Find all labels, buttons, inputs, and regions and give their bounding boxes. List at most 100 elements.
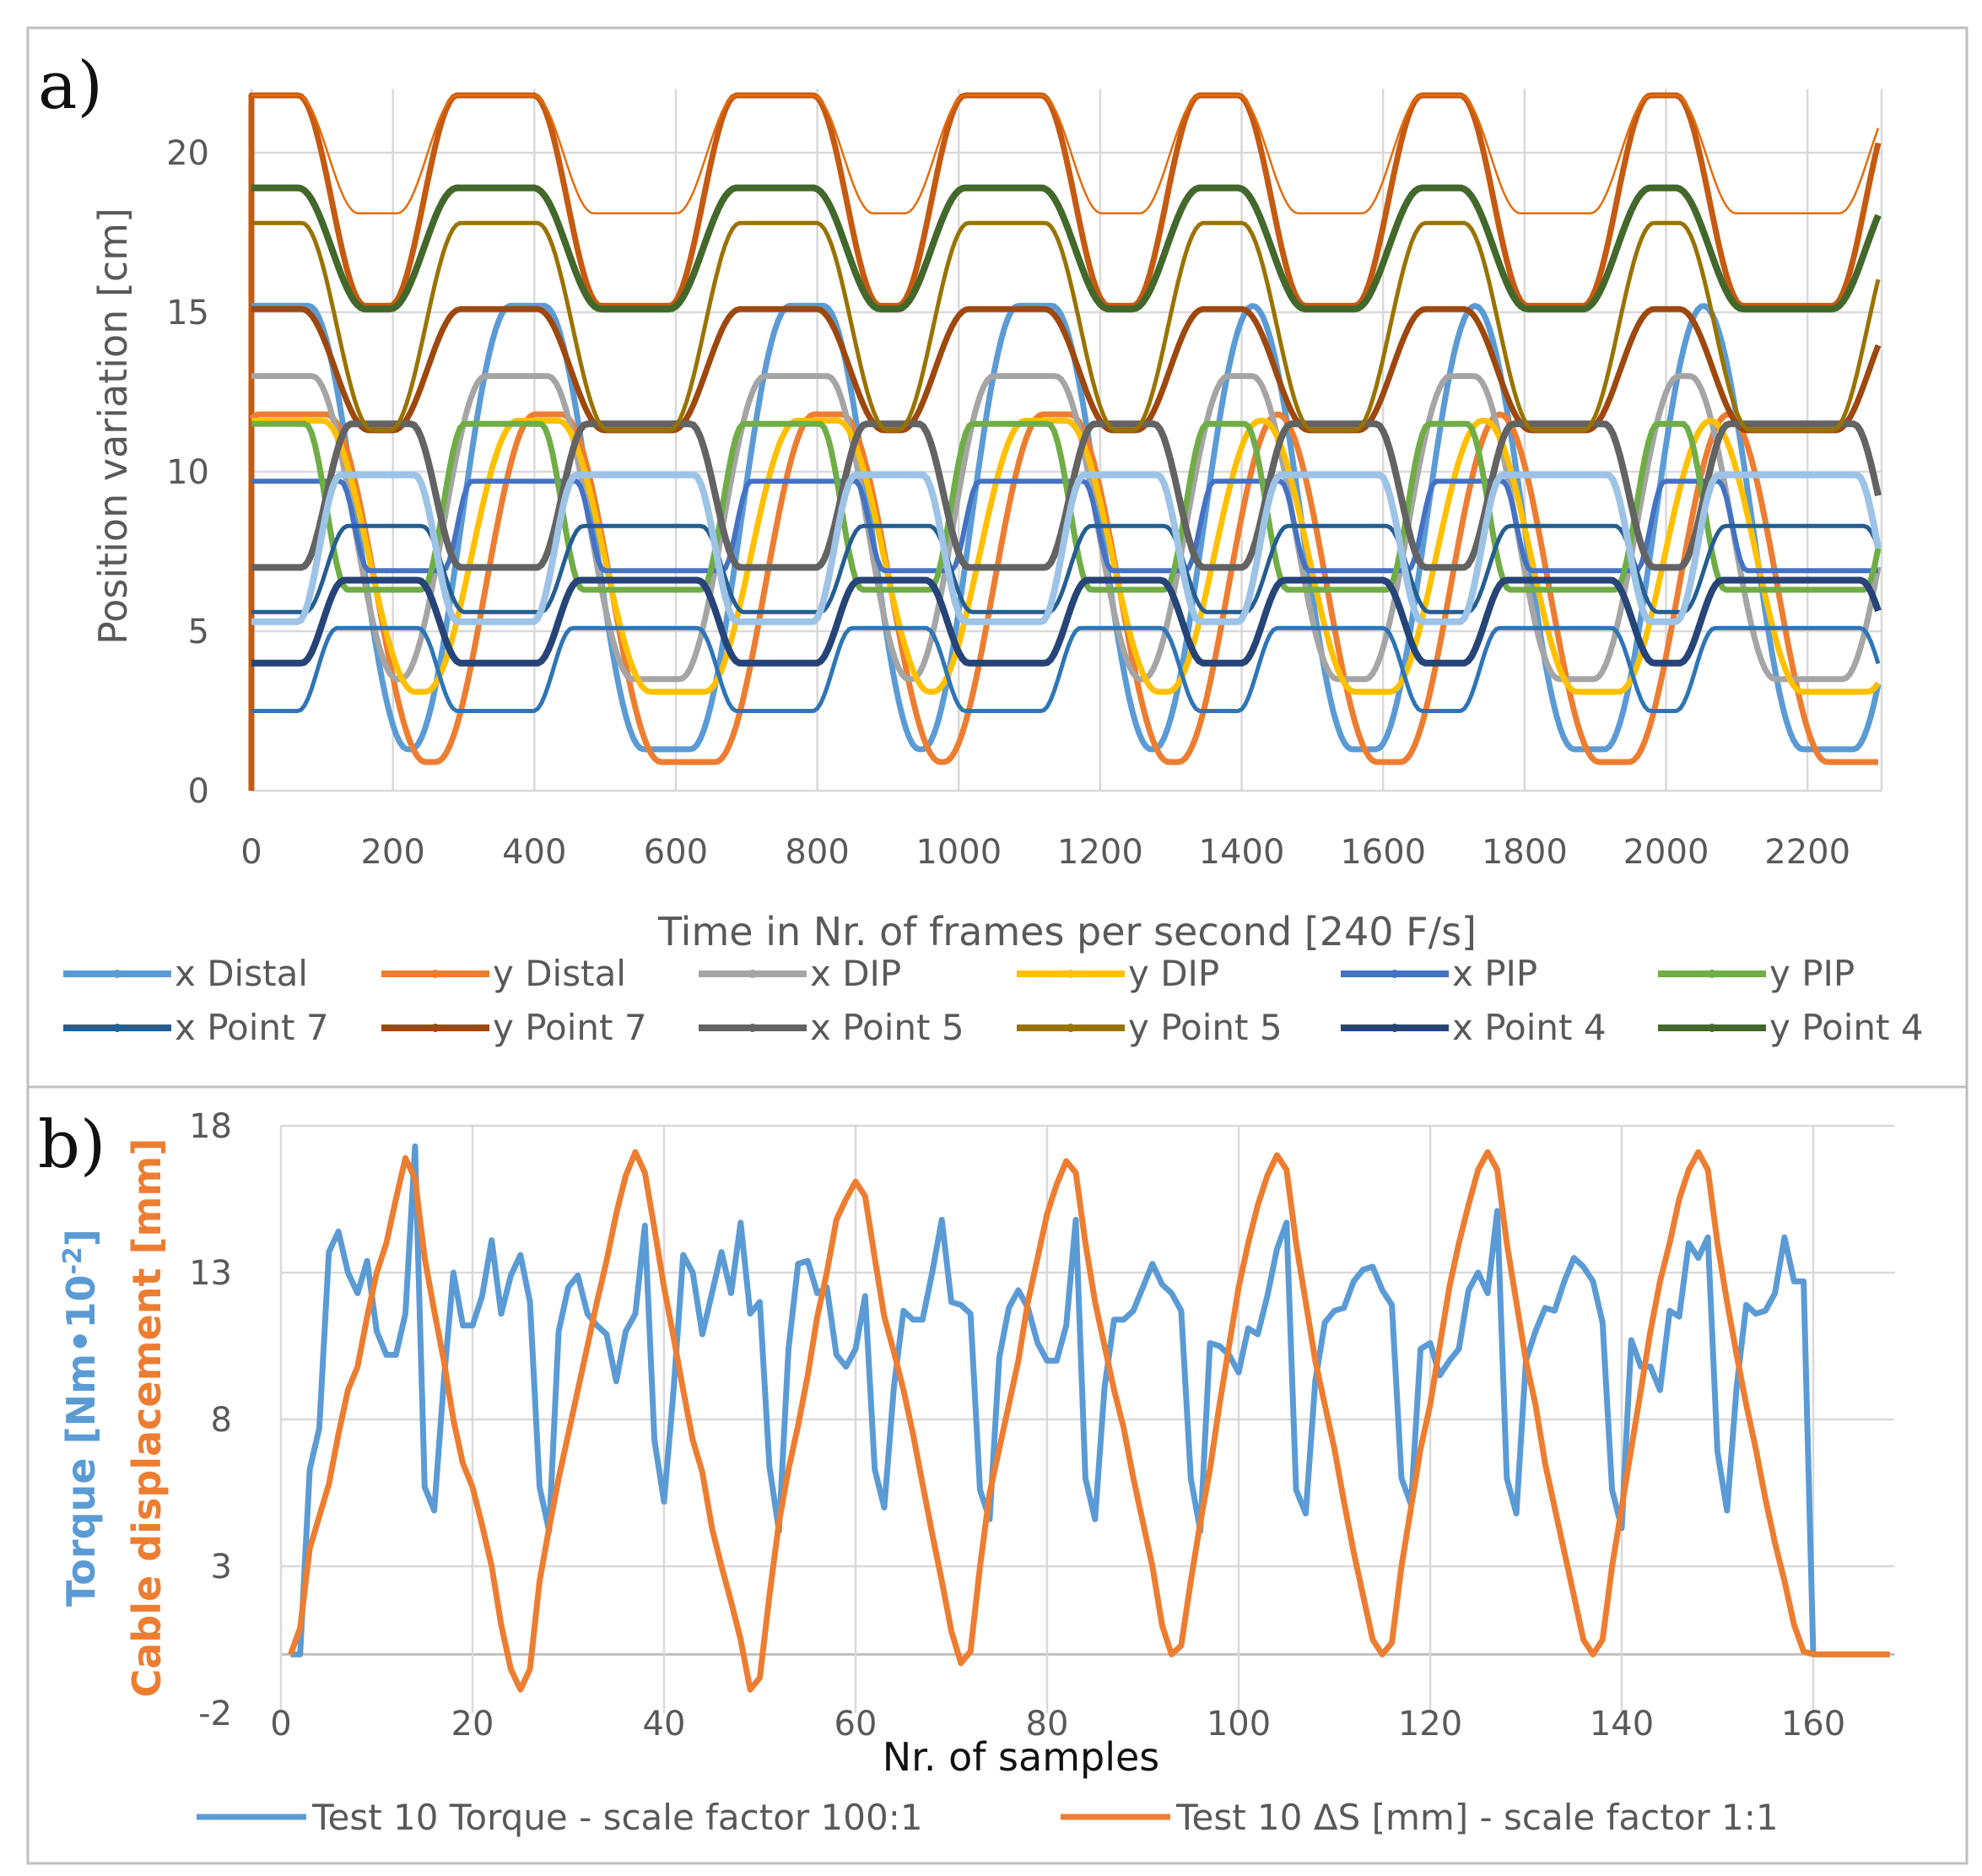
- x-tick-label: 800: [785, 833, 849, 872]
- series-line-unlabeled-15: [251, 625, 1881, 713]
- panel-b-x-ticks: 0 20 40 60 80 100 120 140 160: [270, 1705, 1845, 1744]
- y-tick-label: 20: [166, 134, 209, 173]
- series-line-cable-displacement: [288, 1149, 1890, 1693]
- legend-marker: [748, 970, 757, 978]
- panel-b-y-axis-title-torque: Torque [Nm•10-2]: [58, 1229, 104, 1607]
- legend-marker: [113, 1024, 122, 1032]
- legend-label: x Point 4: [1452, 1007, 1607, 1048]
- series-line-y-point-5: [251, 220, 1881, 433]
- legend-item-y-point-7: y Point 7: [381, 1007, 647, 1048]
- x-tick-label: 80: [1026, 1705, 1069, 1744]
- x-tick-label: 160: [1781, 1705, 1845, 1744]
- panel-b-chart: b) -2 3 8 13 18 0 20 40 60 80 100 120 140 160 Torque…: [38, 1107, 1895, 1838]
- legend-item-x-point-7: x Point 7: [63, 1007, 329, 1048]
- series-line-x-point-5: [251, 420, 1882, 571]
- x-tick-label: 400: [502, 833, 566, 872]
- series-line-y-distal: [249, 411, 1878, 765]
- legend-marker: [1067, 970, 1075, 978]
- legend-marker: [113, 970, 122, 978]
- y-tick-label: 13: [189, 1254, 232, 1293]
- legend-marker: [1391, 1024, 1399, 1032]
- legend-label: x PIP: [1452, 953, 1537, 994]
- series-line-x-distal: [251, 302, 1882, 753]
- legend-item-x-point-5: x Point 5: [699, 1007, 964, 1048]
- legend-marker: [748, 1024, 757, 1032]
- legend-label: Test 10 Torque - scale factor 100:1: [311, 1797, 923, 1838]
- x-tick-label: 1400: [1199, 833, 1285, 872]
- x-tick-label: 0: [270, 1705, 291, 1744]
- legend-label: x DIP: [810, 953, 901, 994]
- x-tick-label: 100: [1207, 1705, 1271, 1744]
- x-tick-label: 1000: [915, 833, 1002, 872]
- x-tick-label: 1200: [1057, 833, 1143, 872]
- legend-label: y Point 4: [1769, 1007, 1924, 1048]
- panel-a-y-ticks: 0 5 10 15 20: [166, 134, 209, 811]
- legend-item-y-distal: y Distal: [381, 953, 626, 994]
- legend-item-y-dip: y DIP: [1017, 953, 1219, 994]
- y-tick-label: 10: [166, 453, 209, 492]
- y-tick-label: 0: [188, 772, 209, 811]
- series-line-torque: [290, 1143, 1817, 1657]
- series-line-unlabeled-1: [251, 94, 1880, 215]
- panel-b-frame: [26, 1085, 1968, 1865]
- panel-a-label: a): [38, 48, 103, 124]
- x-tick-label: 40: [643, 1705, 686, 1744]
- panel-a-chart: a) 0 5 10 15 20 0 200 400 600 800 1000 1200 1400 160…: [38, 48, 1924, 1048]
- legend-item-x-pip: x PIP: [1341, 953, 1537, 994]
- legend-label: y Point 7: [493, 1007, 647, 1048]
- legend-item-y-point-4: y Point 4: [1658, 1007, 1924, 1048]
- series-line-x-point-7: [251, 523, 1881, 614]
- y-tick-label: 3: [211, 1548, 232, 1587]
- x-tick-label: 20: [451, 1705, 494, 1744]
- series-line-x-point-4: [251, 576, 1882, 667]
- legend-item-y-pip: y PIP: [1658, 953, 1855, 994]
- torque-title-main: Torque [Nm•10: [58, 1275, 104, 1607]
- y-tick-label: 5: [188, 613, 209, 651]
- x-tick-label: 60: [834, 1705, 878, 1744]
- x-tick-label: 1600: [1340, 833, 1426, 872]
- panel-a-series: [248, 92, 1882, 791]
- torque-title-exponent: -2: [58, 1246, 88, 1274]
- legend-label: Test 10 ΔS [mm] - scale factor 1:1: [1175, 1797, 1779, 1838]
- series-line-y-point-4: [251, 184, 1882, 313]
- legend-marker: [431, 970, 440, 978]
- panel-b-y-ticks: -2 3 8 13 18: [189, 1107, 232, 1733]
- panel-b-legend: Test 10 Torque - scale factor 100:1 Test …: [197, 1797, 1779, 1838]
- legend-item-cable-displacement: Test 10 ΔS [mm] - scale factor 1:1: [1061, 1797, 1779, 1838]
- legend-label: y Distal: [493, 953, 626, 994]
- panel-a-y-axis-title: Position variation [cm]: [90, 208, 136, 645]
- panel-a-x-axis-title: Time in Nr. of frames per second [240 F/…: [657, 909, 1477, 954]
- series-line-y-pip: [251, 420, 1882, 593]
- legend-item-torque: Test 10 Torque - scale factor 100:1: [197, 1797, 923, 1838]
- x-tick-label: 140: [1590, 1705, 1654, 1744]
- legend-marker: [1708, 1024, 1716, 1032]
- panel-a-x-ticks: 0 200 400 600 800 1000 1200 1400 1600 1800 2000 220…: [240, 833, 1850, 872]
- x-tick-label: 2200: [1764, 833, 1850, 872]
- legend-marker: [431, 1024, 440, 1032]
- y-tick-label: -2: [198, 1695, 232, 1733]
- panel-b-y-axis-title-cable: Cable displacement [mm]: [124, 1138, 170, 1698]
- legend-label: y Point 5: [1128, 1007, 1283, 1048]
- panel-b-label: b): [38, 1107, 105, 1183]
- series-line-y-dip: [251, 418, 1881, 695]
- series-line-x-dip: [251, 373, 1882, 683]
- legend-label: y PIP: [1769, 953, 1855, 994]
- series-line-y-point-7: [251, 305, 1882, 434]
- legend-label: y DIP: [1128, 953, 1219, 994]
- legend-item-y-point-5: y Point 5: [1017, 1007, 1283, 1048]
- legend-item-x-point-4: x Point 4: [1341, 1007, 1607, 1048]
- legend-item-x-dip: x DIP: [699, 953, 901, 994]
- x-tick-label: 200: [360, 833, 424, 872]
- y-tick-label: 18: [189, 1107, 232, 1146]
- y-tick-label: 15: [166, 294, 209, 332]
- legend-marker: [1067, 1024, 1075, 1032]
- panel-b-x-axis-title: Nr. of samples: [883, 1734, 1160, 1780]
- torque-title-end: ]: [58, 1229, 104, 1246]
- y-tick-label: 8: [211, 1401, 232, 1440]
- legend-marker: [1391, 970, 1399, 978]
- legend-label: x Distal: [175, 953, 308, 994]
- panel-a-legend: x Distal y Distal x DIP y DIP x PIP y PIP x Po…: [63, 953, 1924, 1048]
- x-tick-label: 120: [1398, 1705, 1462, 1744]
- legend-item-x-distal: x Distal: [63, 953, 308, 994]
